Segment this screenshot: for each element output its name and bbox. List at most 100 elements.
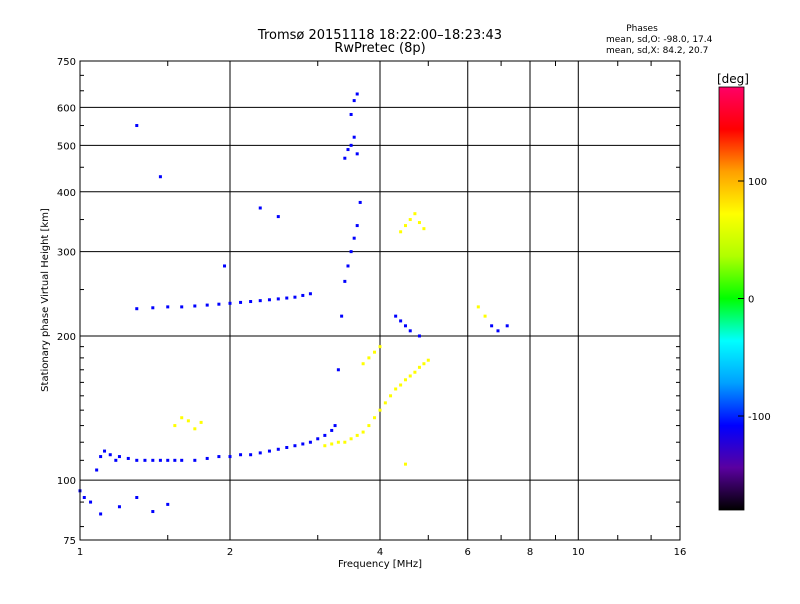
o-mode-point <box>330 428 334 432</box>
x-mode-point <box>394 387 398 391</box>
stats-heading: Phases <box>626 24 658 34</box>
y-tick-label: 300 <box>57 248 76 259</box>
o-mode-point <box>158 458 162 462</box>
o-mode-point <box>267 298 271 302</box>
x-mode-point <box>367 424 371 428</box>
o-mode-point <box>258 451 262 455</box>
x-mode-point <box>417 365 421 369</box>
x-mode-point <box>413 212 417 216</box>
x-mode-point <box>413 370 417 374</box>
y-tick-label: 100 <box>57 476 76 487</box>
o-mode-point <box>114 458 118 462</box>
x-mode-point <box>343 440 347 444</box>
x-mode-point <box>408 218 412 222</box>
x-mode-point <box>422 227 426 231</box>
x-mode-point <box>336 440 340 444</box>
o-mode-point <box>166 458 170 462</box>
x-mode-point <box>378 345 382 349</box>
x-mode-point <box>373 350 377 354</box>
o-mode-point <box>293 444 297 448</box>
chart-title: Tromsø 20151118 18:22:00–18:23:43 <box>257 28 502 43</box>
o-mode-point <box>126 456 130 460</box>
x-axis-label: Frequency [MHz] <box>338 559 422 570</box>
colorbar-tick-label: -100 <box>748 412 771 423</box>
o-mode-point <box>89 500 93 504</box>
o-mode-point <box>117 505 121 509</box>
o-mode-point <box>249 300 253 304</box>
o-mode-point <box>285 296 289 300</box>
o-mode-point <box>505 324 509 328</box>
o-mode-point <box>276 447 280 451</box>
x-mode-point <box>373 416 377 420</box>
plot-frame <box>79 60 681 541</box>
o-mode-point <box>301 442 305 446</box>
x-tick-label: 10 <box>572 547 585 558</box>
o-mode-point <box>151 510 155 514</box>
o-mode-point <box>193 304 197 308</box>
o-mode-point <box>276 215 280 219</box>
x-mode-point <box>399 230 403 234</box>
o-mode-point <box>258 206 262 210</box>
o-mode-point <box>103 449 107 453</box>
x-mode-point <box>367 356 371 360</box>
o-mode-point <box>349 143 353 147</box>
o-mode-point <box>166 305 170 309</box>
o-mode-point <box>205 303 209 307</box>
y-tick-label: 600 <box>57 103 76 114</box>
colorbar-tick-label: 100 <box>748 177 767 188</box>
stats-o-line: mean, sd,O: -98.0, 17.4 <box>606 35 713 45</box>
x-mode-point <box>483 314 487 318</box>
colorbar-tick-label: 0 <box>748 295 754 306</box>
o-mode-point <box>323 433 327 437</box>
x-mode-point <box>193 427 197 431</box>
o-mode-point <box>293 295 297 299</box>
x-mode-point <box>403 378 407 382</box>
o-mode-point <box>490 324 494 328</box>
data-points <box>78 92 509 516</box>
o-mode-point <box>349 250 353 254</box>
o-mode-point <box>249 453 253 457</box>
o-mode-point <box>143 458 147 462</box>
stats-x-line: mean, sd,X: 84.2, 20.7 <box>606 46 708 56</box>
o-mode-point <box>223 264 227 268</box>
o-mode-point <box>267 449 271 453</box>
x-tick-label: 1 <box>77 547 83 558</box>
o-mode-point <box>82 495 86 499</box>
x-mode-point <box>426 358 430 362</box>
x-mode-point <box>355 433 359 437</box>
y-tick-label: 750 <box>57 57 76 68</box>
x-mode-point <box>180 416 184 420</box>
o-mode-point <box>352 236 356 240</box>
o-mode-point <box>285 445 289 449</box>
y-tick-label: 400 <box>57 188 76 199</box>
o-mode-point <box>258 299 262 303</box>
x-tick-label: 6 <box>465 547 471 558</box>
o-mode-point <box>346 264 350 268</box>
x-mode-point <box>186 419 190 423</box>
x-mode-point <box>361 430 365 434</box>
o-mode-point <box>316 437 320 441</box>
o-mode-point <box>135 307 139 311</box>
x-mode-point <box>383 401 387 405</box>
o-mode-point <box>496 329 500 333</box>
o-mode-point <box>403 324 407 328</box>
colorbar-label: [deg] <box>717 72 749 86</box>
x-tick-label: 8 <box>527 547 533 558</box>
o-mode-point <box>99 455 103 459</box>
o-mode-point <box>308 440 312 444</box>
o-mode-point <box>346 148 350 152</box>
y-tick-label: 500 <box>57 141 76 152</box>
o-mode-point <box>276 297 280 301</box>
o-mode-point <box>352 135 356 139</box>
o-mode-point <box>239 453 243 457</box>
o-mode-point <box>349 112 353 116</box>
y-axis-ticks: 75 100 200 300 400 500 600 750 <box>57 57 680 547</box>
o-mode-point <box>217 302 221 306</box>
x-mode-point <box>389 394 393 398</box>
o-mode-point <box>117 455 121 459</box>
o-mode-point <box>358 200 362 204</box>
o-mode-point <box>228 455 232 459</box>
o-mode-point <box>166 502 170 506</box>
